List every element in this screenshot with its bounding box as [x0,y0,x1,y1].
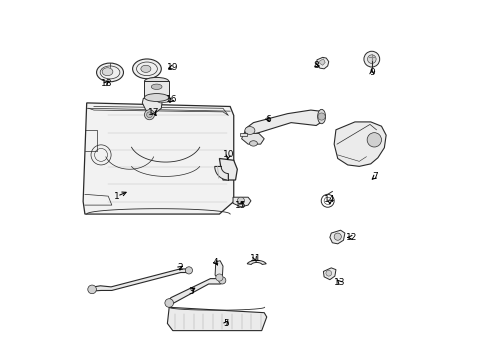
Polygon shape [89,269,190,291]
Ellipse shape [317,109,325,124]
Polygon shape [167,279,224,306]
Text: 13: 13 [333,278,345,287]
Text: 3: 3 [187,287,193,296]
Circle shape [333,233,341,240]
Ellipse shape [244,127,254,134]
Polygon shape [167,307,266,330]
Polygon shape [142,98,162,114]
Text: 11: 11 [249,255,261,264]
Text: 7: 7 [372,172,378,181]
Polygon shape [333,122,386,166]
Circle shape [218,277,225,284]
Text: 6: 6 [264,114,270,123]
Text: 1: 1 [114,192,120,201]
Circle shape [88,285,96,294]
Polygon shape [233,197,250,207]
Polygon shape [215,261,223,280]
Ellipse shape [151,84,162,89]
Text: 19: 19 [167,63,178,72]
Circle shape [367,55,375,63]
Ellipse shape [249,141,257,146]
Ellipse shape [144,94,168,102]
Polygon shape [244,110,323,135]
Text: 10: 10 [222,150,234,159]
Circle shape [215,274,223,281]
Text: 4: 4 [213,258,218,267]
Polygon shape [240,133,247,136]
Polygon shape [323,268,335,280]
Circle shape [237,197,244,204]
Circle shape [363,51,379,67]
Text: 8: 8 [313,61,319,70]
Polygon shape [246,260,265,265]
Ellipse shape [96,63,123,82]
Polygon shape [329,230,344,244]
Ellipse shape [141,65,151,72]
Polygon shape [319,59,325,65]
Circle shape [325,270,331,276]
Text: 9: 9 [368,68,374,77]
Polygon shape [219,158,237,180]
Circle shape [185,267,192,274]
Ellipse shape [144,77,168,85]
Text: 17: 17 [148,108,160,117]
Text: 5: 5 [223,319,228,328]
Text: 14: 14 [324,195,335,204]
Polygon shape [316,57,328,69]
Polygon shape [241,134,264,144]
Ellipse shape [102,68,113,76]
Text: 16: 16 [166,95,178,104]
Circle shape [164,299,173,307]
Text: 2: 2 [177,264,183,273]
Circle shape [144,110,154,120]
Polygon shape [83,103,233,214]
Polygon shape [144,81,168,98]
Polygon shape [158,98,169,103]
Circle shape [146,112,152,118]
Text: 12: 12 [345,233,356,242]
Text: 18: 18 [101,79,112,88]
Circle shape [366,133,381,147]
Circle shape [317,113,325,120]
Text: 15: 15 [235,201,246,210]
Ellipse shape [132,59,161,79]
Polygon shape [214,166,228,180]
